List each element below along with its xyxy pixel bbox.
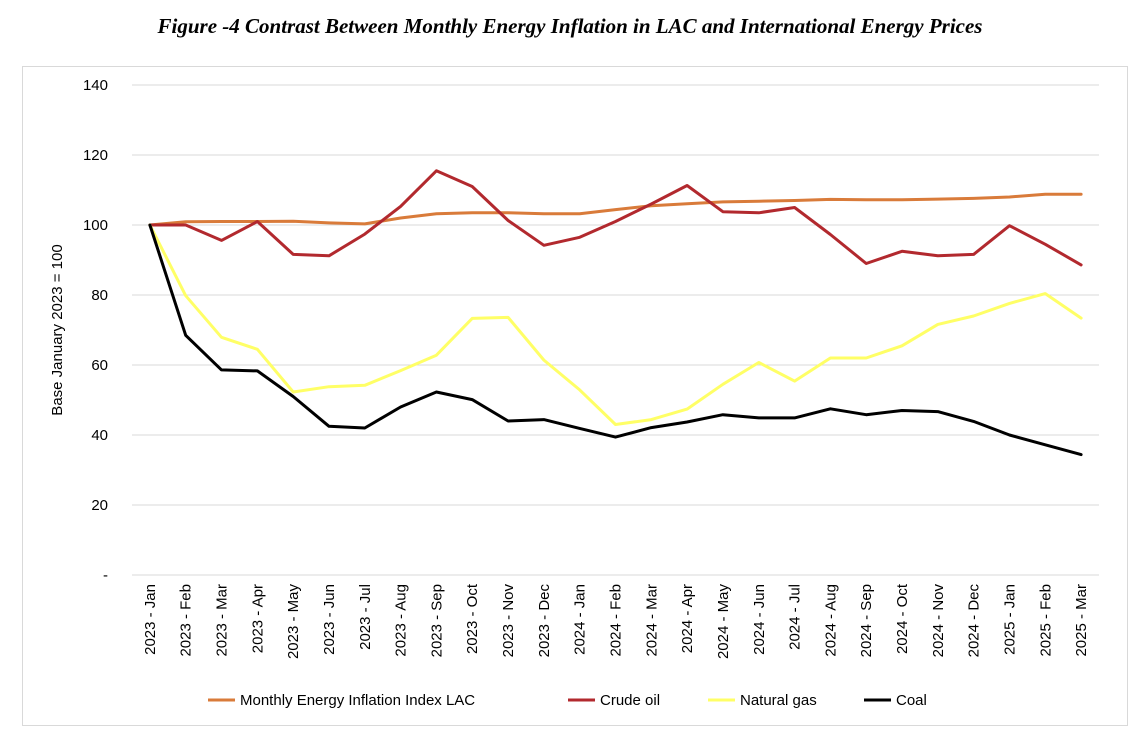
y-tick-label: 100 [83, 217, 108, 234]
x-tick-label: 2024 - Aug [822, 584, 839, 657]
y-tick-label: 60 [91, 357, 108, 374]
legend-label: Natural gas [740, 692, 817, 709]
x-tick-label: 2024 - May [715, 584, 732, 660]
x-tick-label: 2024 - Mar [643, 584, 660, 657]
x-tick-label: 2023 - Sep [428, 584, 445, 657]
x-tick-labels: 2023 - Jan 2023 - Feb 2023 - Mar 2023 - Apr… [142, 583, 1090, 659]
x-tick-label: 2023 - Mar [214, 584, 231, 657]
legend-label: Monthly Energy Inflation Index LAC [240, 692, 475, 709]
x-tick-label: 2025 - Jan [1001, 584, 1018, 655]
x-tick-label: 2024 - Jan [572, 584, 589, 655]
y-tick-label: 20 [91, 497, 108, 514]
x-tick-label: 2023 - Oct [464, 583, 481, 654]
series-lines [148, 169, 1083, 457]
x-tick-label: 2023 - Apr [249, 584, 266, 653]
chart-frame [22, 66, 1128, 726]
chart-title: Figure -4 Contrast Between Monthly Energ… [157, 14, 983, 38]
series-line-coal [148, 223, 1083, 457]
y-tick-label: - [103, 567, 108, 584]
legend-label: Coal [896, 692, 927, 709]
legend: Monthly Energy Inflation Index LAC Crude … [208, 692, 927, 709]
x-tick-label: 2023 - Aug [393, 584, 410, 657]
x-tick-label: 2024 - Feb [608, 584, 625, 657]
x-tick-label: 2023 - Jun [321, 584, 338, 655]
y-tick-label: 40 [91, 427, 108, 444]
x-tick-label: 2023 - Jan [142, 584, 159, 655]
grid-lines [132, 84, 1099, 576]
x-tick-label: 2025 - Feb [1037, 584, 1054, 657]
x-tick-label: 2023 - Nov [500, 584, 517, 658]
legend-label: Crude oil [600, 692, 660, 709]
x-tick-label: 2023 - Jul [357, 584, 374, 650]
x-tick-label: 2024 - Apr [679, 584, 696, 653]
x-tick-label: 2023 - Dec [536, 584, 553, 658]
x-tick-label: 2024 - Jun [751, 584, 768, 655]
x-tick-label: 2024 - Jul [787, 584, 804, 650]
y-axis-label: Base January 2023 = 100 [49, 244, 66, 415]
x-tick-label: 2024 - Nov [930, 584, 947, 658]
x-tick-label: 2023 - Feb [178, 584, 195, 657]
y-tick-labels: - 20 40 60 80 100 120 140 [83, 77, 108, 584]
x-tick-label: 2024 - Dec [966, 584, 983, 658]
x-tick-label: 2024 - Oct [894, 583, 911, 654]
series-line-monthly-energy-inflation-index-lac [148, 192, 1083, 227]
y-tick-label: 120 [83, 147, 108, 164]
y-tick-label: 80 [91, 287, 108, 304]
y-tick-label: 140 [83, 77, 108, 94]
x-tick-label: 2023 - May [285, 584, 302, 660]
series-line-natural-gas [148, 223, 1083, 426]
series-line-crude-oil [148, 169, 1083, 267]
x-tick-label: 2024 - Sep [858, 584, 875, 657]
x-tick-label: 2025 - Mar [1073, 584, 1090, 657]
